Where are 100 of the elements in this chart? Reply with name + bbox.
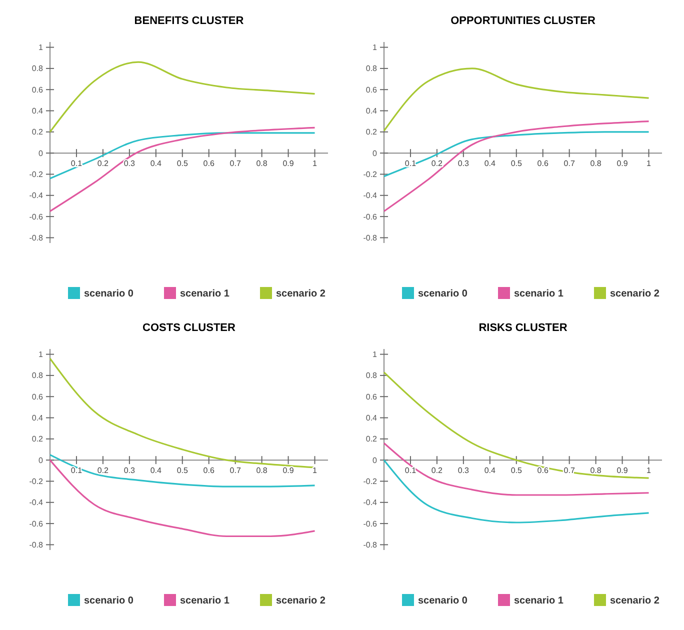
y-tick-label: 0.8: [32, 64, 44, 74]
y-tick-label: -0.6: [29, 519, 44, 528]
legend-label: scenario 1: [180, 596, 230, 606]
y-tick-label: 0.8: [32, 371, 44, 380]
line-series: [383, 442, 650, 496]
x-tick-label: 0.7: [564, 159, 576, 168]
y-tick-label: 0: [38, 148, 44, 158]
line-series: [383, 120, 650, 212]
y-tick-label: 0.4: [366, 414, 378, 423]
x-tick-label: 0.5: [510, 159, 522, 168]
line-series: [383, 459, 650, 524]
x-tick-label: 0.2: [431, 466, 444, 476]
x-tick-label: 0.2: [97, 466, 110, 476]
y-tick-label: -0.8: [363, 234, 378, 243]
y-tick-label: -0.4: [29, 191, 44, 200]
y-tick-label: 0.8: [366, 371, 378, 380]
x-tick-label: 0.6: [203, 159, 215, 168]
x-tick-label: 0.2: [97, 159, 110, 168]
legend-label: scenario 1: [514, 596, 564, 606]
x-tick-label: 0.1: [404, 466, 417, 476]
y-tick-label: 0.2: [366, 128, 378, 137]
legend-label: scenario 0: [84, 596, 134, 606]
x-tick-label: 0.4: [484, 159, 496, 168]
x-tick-label: 0.8: [256, 159, 268, 168]
legend-label: scenario 2: [276, 288, 326, 300]
y-tick-label: -0.8: [29, 540, 44, 550]
x-tick-label: 0.4: [484, 466, 496, 476]
line-series: [49, 459, 316, 538]
y-tick-label: -0.2: [363, 477, 378, 486]
y-tick-label: 0.4: [32, 106, 44, 116]
x-tick-label: 0.3: [458, 466, 470, 476]
y-tick-label: 0.6: [366, 392, 378, 402]
x-tick-label: 0.6: [537, 466, 549, 476]
legend-label: scenario 1: [514, 288, 564, 300]
x-tick-label: 1: [312, 159, 318, 168]
line-series: [49, 126, 316, 212]
x-tick-label: 0.7: [230, 466, 242, 476]
y-tick-label: 0.2: [32, 128, 44, 137]
y-tick-label: 0.6: [366, 85, 378, 94]
y-tick-label: 0: [372, 148, 378, 158]
y-tick-label: 0: [372, 456, 378, 465]
y-tick-label: -0.6: [29, 212, 44, 222]
y-tick-label: 0.2: [366, 434, 378, 444]
line-series: [49, 61, 316, 133]
y-tick-label: 0.2: [32, 434, 44, 444]
x-tick-label: 0.9: [616, 466, 628, 476]
x-tick-label: 0.9: [282, 466, 294, 476]
x-tick-label: 0.5: [176, 466, 188, 476]
legend-label: scenario 0: [418, 288, 468, 300]
line-series: [383, 131, 650, 178]
x-tick-label: 0.1: [70, 159, 83, 168]
x-tick-label: 0.8: [256, 466, 268, 476]
y-tick-label: -0.2: [29, 477, 44, 486]
x-tick-label: 0.5: [176, 159, 188, 168]
x-tick-label: 0.9: [616, 159, 628, 168]
y-tick-label: 0.8: [366, 64, 378, 74]
y-tick-label: 1: [38, 350, 44, 360]
x-tick-label: 0.3: [124, 466, 136, 476]
x-tick-label: 0.3: [458, 159, 470, 168]
x-tick-label: 0.3: [124, 159, 136, 168]
y-tick-label: 0.4: [366, 106, 378, 116]
y-tick-label: -0.6: [363, 519, 378, 528]
x-tick-label: 0.4: [150, 159, 162, 168]
line-series: [383, 68, 650, 132]
y-tick-label: 1: [372, 350, 378, 360]
y-tick-label: -0.6: [363, 212, 378, 222]
chart-title: OPPORTUNITIES CLUSTER: [450, 15, 596, 27]
line-series: [49, 132, 316, 180]
x-tick-label: 0.5: [510, 466, 522, 476]
chart-title: RISKS CLUSTER: [478, 322, 568, 334]
y-tick-label: -0.4: [363, 191, 378, 200]
x-tick-label: 1: [312, 466, 318, 476]
x-tick-label: 1: [646, 466, 652, 476]
y-tick-label: -0.8: [363, 540, 378, 550]
chart-title: COSTS CLUSTER: [142, 322, 236, 334]
y-tick-label: 0.6: [32, 85, 44, 94]
y-tick-label: 0.4: [32, 414, 44, 423]
line-series: [49, 358, 316, 468]
x-tick-label: 0.1: [70, 466, 83, 476]
y-tick-label: 1: [372, 43, 378, 52]
y-tick-label: -0.2: [363, 170, 378, 180]
y-tick-label: -0.4: [363, 498, 378, 508]
x-tick-label: 0.8: [590, 159, 602, 168]
x-tick-label: 0.7: [230, 159, 242, 168]
y-tick-label: -0.8: [29, 234, 44, 243]
legend-label: scenario 0: [84, 288, 134, 300]
x-tick-label: 0.8: [590, 466, 602, 476]
legend-label: scenario 2: [276, 596, 326, 606]
chart-title: BENEFITS CLUSTER: [134, 15, 244, 27]
y-tick-label: 1: [38, 43, 44, 52]
y-tick-label: 0.6: [32, 392, 44, 402]
y-tick-label: 0: [38, 456, 44, 465]
x-tick-label: 0.6: [203, 466, 215, 476]
y-tick-label: -0.4: [29, 498, 44, 508]
legend-label: scenario 2: [610, 288, 660, 300]
legend-label: scenario 2: [610, 596, 660, 606]
line-series: [383, 371, 650, 479]
legend-label: scenario 1: [180, 288, 230, 300]
x-tick-label: 0.4: [150, 466, 162, 476]
y-tick-label: -0.2: [29, 170, 44, 180]
